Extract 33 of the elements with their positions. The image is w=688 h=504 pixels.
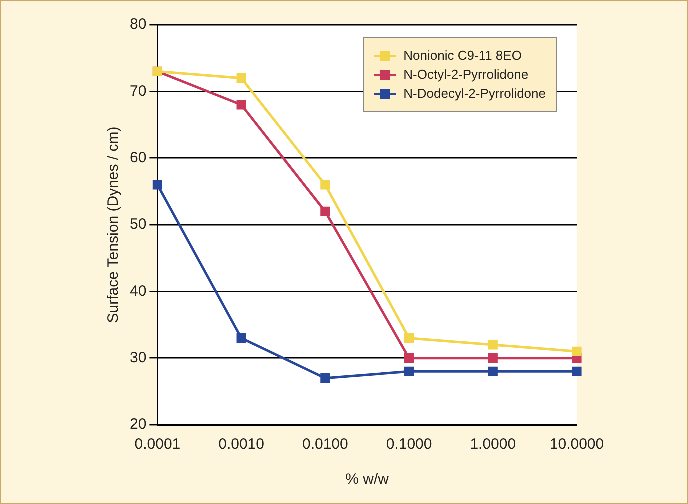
point xyxy=(488,340,498,350)
y-tick-label: 40 xyxy=(130,282,147,300)
point xyxy=(320,374,330,384)
x-tick-label: 0.0010 xyxy=(218,436,264,454)
point xyxy=(404,354,414,364)
y-tick-label: 80 xyxy=(130,16,147,34)
y-tick-label: 60 xyxy=(130,149,147,166)
y-tick-label: 50 xyxy=(130,216,147,234)
x-tick-label: 0.0100 xyxy=(302,436,348,454)
point xyxy=(320,206,330,216)
point xyxy=(236,74,246,84)
y-tick-label: 30 xyxy=(130,349,147,366)
x-tick-label: 0.1000 xyxy=(386,436,432,454)
point xyxy=(236,100,246,110)
y-tick-label: 70 xyxy=(130,82,147,100)
point xyxy=(236,334,246,344)
point xyxy=(152,180,162,190)
y-axis-title: Surface Tension (Dynes / cm) xyxy=(105,126,122,324)
x-tick-label: 10.0000 xyxy=(550,436,604,454)
point xyxy=(320,180,330,190)
legend-label: N-Octyl-2-Pyrrolidone xyxy=(404,67,529,82)
x-tick-label: 0.0001 xyxy=(134,436,181,454)
point xyxy=(572,366,582,376)
point xyxy=(572,346,582,356)
x-axis-title: % w/w xyxy=(346,471,390,488)
legend-label: N-Dodecyl-2-Pyrrolidone xyxy=(404,86,546,101)
point xyxy=(404,334,414,344)
point xyxy=(404,366,414,376)
legend-label: Nonionic C9-11 8EO xyxy=(404,48,522,63)
x-tick-label: 1.0000 xyxy=(470,436,516,454)
point xyxy=(488,366,498,376)
point xyxy=(488,354,498,364)
y-tick-label: 20 xyxy=(130,416,147,434)
